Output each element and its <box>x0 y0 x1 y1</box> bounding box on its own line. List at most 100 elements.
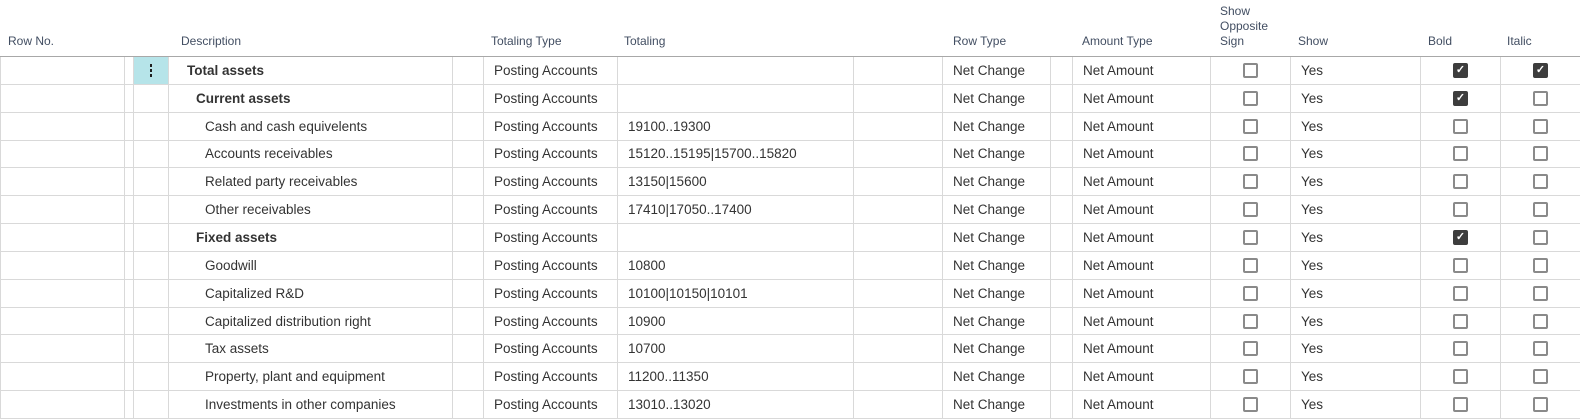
totaling-type-cell[interactable]: Posting Accounts <box>484 363 618 391</box>
show-opposite-sign-checkbox[interactable] <box>1243 285 1258 301</box>
row-no-cell[interactable] <box>1 307 125 335</box>
column-header-amount-type[interactable]: Amount Type <box>1082 34 1153 48</box>
row-type-cell[interactable]: Net Change <box>943 307 1051 335</box>
totaling-cell[interactable] <box>618 84 854 112</box>
totaling-type-cell[interactable]: Posting Accounts <box>484 196 618 224</box>
description-cell[interactable]: Property, plant and equipment <box>169 363 453 391</box>
italic-checkbox[interactable] <box>1533 202 1548 218</box>
row-type-cell[interactable]: Net Change <box>943 224 1051 251</box>
show-opposite-sign-checkbox[interactable] <box>1243 202 1258 218</box>
row-marker-cell[interactable] <box>134 112 169 140</box>
column-header-show-opposite-sign[interactable]: Show Opposite Sign <box>1220 4 1269 48</box>
show-opposite-sign-checkbox[interactable] <box>1243 341 1258 357</box>
row-type-cell[interactable]: Net Change <box>943 168 1051 196</box>
row-marker-cell[interactable] <box>134 391 169 418</box>
show-opposite-sign-checkbox[interactable] <box>1243 174 1258 190</box>
row-type-cell[interactable]: Net Change <box>943 196 1051 224</box>
totaling-type-cell[interactable]: Posting Accounts <box>484 335 618 363</box>
italic-checkbox[interactable] <box>1533 369 1548 385</box>
row-marker-cell[interactable] <box>134 84 169 112</box>
show-cell[interactable]: Yes <box>1291 84 1421 112</box>
row-no-cell[interactable] <box>1 140 125 168</box>
amount-type-cell[interactable]: Net Amount <box>1073 57 1211 84</box>
totaling-cell[interactable]: 13010..13020 <box>618 391 854 418</box>
row-marker-cell[interactable] <box>134 363 169 391</box>
italic-checkbox[interactable] <box>1533 174 1548 190</box>
bold-checkbox[interactable] <box>1453 397 1468 413</box>
italic-checkbox[interactable] <box>1533 257 1548 273</box>
row-marker-cell[interactable] <box>134 307 169 335</box>
show-cell[interactable]: Yes <box>1291 279 1421 307</box>
bold-checkbox[interactable] <box>1453 202 1468 218</box>
column-header-totaling[interactable]: Totaling <box>624 34 666 48</box>
totaling-type-cell[interactable]: Posting Accounts <box>484 140 618 168</box>
description-cell[interactable]: Current assets <box>169 84 453 112</box>
totaling-type-cell[interactable]: Posting Accounts <box>484 84 618 112</box>
description-cell[interactable]: Related party receivables <box>169 168 453 196</box>
italic-checkbox[interactable] <box>1533 341 1548 357</box>
amount-type-cell[interactable]: Net Amount <box>1073 391 1211 418</box>
amount-type-cell[interactable]: Net Amount <box>1073 84 1211 112</box>
amount-type-cell[interactable]: Net Amount <box>1073 335 1211 363</box>
row-no-cell[interactable] <box>1 168 125 196</box>
row-no-cell[interactable] <box>1 251 125 279</box>
bold-checkbox[interactable] <box>1453 341 1468 357</box>
bold-checkbox[interactable] <box>1453 369 1468 385</box>
row-no-cell[interactable] <box>1 196 125 224</box>
totaling-type-cell[interactable]: Posting Accounts <box>484 251 618 279</box>
show-cell[interactable]: Yes <box>1291 57 1421 84</box>
italic-checkbox[interactable] <box>1533 118 1548 134</box>
show-opposite-sign-checkbox[interactable] <box>1243 62 1258 78</box>
description-cell[interactable]: Goodwill <box>169 251 453 279</box>
show-opposite-sign-checkbox[interactable] <box>1243 90 1258 106</box>
show-cell[interactable]: Yes <box>1291 196 1421 224</box>
row-no-cell[interactable] <box>1 391 125 418</box>
description-cell[interactable]: Capitalized distribution right <box>169 307 453 335</box>
amount-type-cell[interactable]: Net Amount <box>1073 140 1211 168</box>
show-cell[interactable]: Yes <box>1291 224 1421 251</box>
totaling-type-cell[interactable]: Posting Accounts <box>484 307 618 335</box>
row-no-cell[interactable] <box>1 112 125 140</box>
show-cell[interactable]: Yes <box>1291 363 1421 391</box>
totaling-type-cell[interactable]: Posting Accounts <box>484 112 618 140</box>
column-header-row-type[interactable]: Row Type <box>953 34 1007 48</box>
bold-checkbox[interactable] <box>1453 174 1468 190</box>
row-no-cell[interactable] <box>1 224 125 251</box>
totaling-type-cell[interactable]: Posting Accounts <box>484 391 618 418</box>
description-cell[interactable]: Fixed assets <box>169 224 453 251</box>
show-opposite-sign-checkbox[interactable] <box>1243 229 1258 245</box>
description-cell[interactable]: Tax assets <box>169 335 453 363</box>
show-cell[interactable]: Yes <box>1291 168 1421 196</box>
description-cell[interactable]: Investments in other companies <box>169 391 453 418</box>
show-cell[interactable]: Yes <box>1291 391 1421 418</box>
show-cell[interactable]: Yes <box>1291 335 1421 363</box>
totaling-cell[interactable]: 10100|10150|10101 <box>618 279 854 307</box>
italic-checkbox[interactable] <box>1533 313 1548 329</box>
amount-type-cell[interactable]: Net Amount <box>1073 224 1211 251</box>
column-header-bold[interactable]: Bold <box>1428 34 1453 48</box>
bold-checkbox[interactable] <box>1453 285 1468 301</box>
row-marker-cell[interactable] <box>134 251 169 279</box>
italic-checkbox[interactable] <box>1533 146 1548 162</box>
totaling-cell[interactable]: 11200..11350 <box>618 363 854 391</box>
totaling-cell[interactable]: 10900 <box>618 307 854 335</box>
show-cell[interactable]: Yes <box>1291 140 1421 168</box>
row-type-cell[interactable]: Net Change <box>943 57 1051 84</box>
italic-checkbox[interactable] <box>1533 229 1548 245</box>
row-type-cell[interactable]: Net Change <box>943 251 1051 279</box>
totaling-cell[interactable]: 13150|15600 <box>618 168 854 196</box>
row-type-cell[interactable]: Net Change <box>943 335 1051 363</box>
row-type-cell[interactable]: Net Change <box>943 140 1051 168</box>
show-opposite-sign-checkbox[interactable] <box>1243 369 1258 385</box>
row-marker-cell[interactable] <box>134 140 169 168</box>
totaling-cell[interactable]: 19100..19300 <box>618 112 854 140</box>
italic-checkbox[interactable] <box>1533 90 1548 106</box>
row-no-cell[interactable] <box>1 335 125 363</box>
amount-type-cell[interactable]: Net Amount <box>1073 279 1211 307</box>
show-opposite-sign-checkbox[interactable] <box>1243 146 1258 162</box>
show-opposite-sign-checkbox[interactable] <box>1243 118 1258 134</box>
amount-type-cell[interactable]: Net Amount <box>1073 251 1211 279</box>
totaling-cell[interactable] <box>618 57 854 84</box>
italic-checkbox[interactable] <box>1533 62 1548 78</box>
row-type-cell[interactable]: Net Change <box>943 363 1051 391</box>
